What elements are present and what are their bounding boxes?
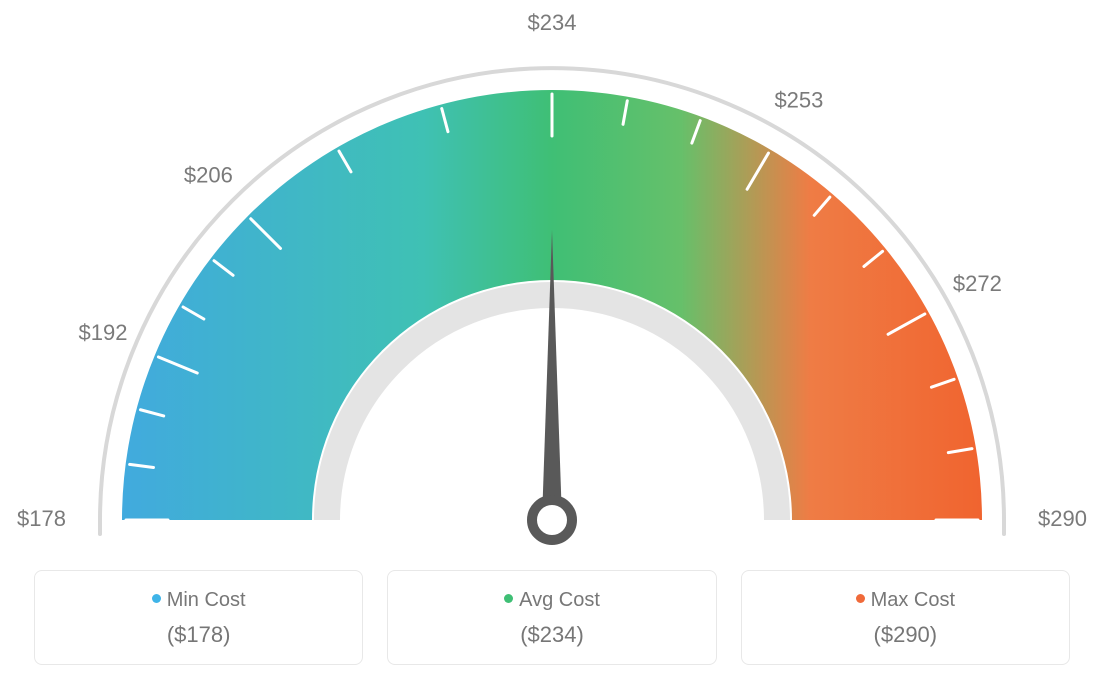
gauge-chart: $178 $192 $206 $234 $253 $272 $290 — [0, 0, 1104, 560]
svg-text:$290: $290 — [1038, 506, 1087, 531]
legend-card-avg: Avg Cost ($234) — [387, 570, 716, 665]
legend-min-label: Min Cost — [167, 589, 246, 611]
svg-text:$192: $192 — [79, 320, 128, 345]
legend-avg-title: Avg Cost — [398, 589, 705, 612]
legend-card-max: Max Cost ($290) — [741, 570, 1070, 665]
legend-max-label: Max Cost — [871, 589, 955, 611]
svg-text:$178: $178 — [17, 506, 66, 531]
legend-card-min: Min Cost ($178) — [34, 570, 363, 665]
svg-text:$234: $234 — [528, 10, 577, 35]
dot-avg-icon — [504, 594, 513, 603]
svg-text:$272: $272 — [953, 271, 1002, 296]
svg-text:$206: $206 — [184, 162, 233, 187]
legend-min-title: Min Cost — [45, 589, 352, 612]
legend-max-title: Max Cost — [752, 589, 1059, 612]
gauge-svg: $178 $192 $206 $234 $253 $272 $290 — [0, 0, 1104, 560]
legend-min-value: ($178) — [45, 622, 352, 648]
dot-max-icon — [856, 594, 865, 603]
legend-row: Min Cost ($178) Avg Cost ($234) Max Cost… — [0, 570, 1104, 665]
legend-avg-label: Avg Cost — [519, 589, 600, 611]
svg-text:$253: $253 — [774, 87, 823, 112]
legend-avg-value: ($234) — [398, 622, 705, 648]
legend-max-value: ($290) — [752, 622, 1059, 648]
dot-min-icon — [152, 594, 161, 603]
